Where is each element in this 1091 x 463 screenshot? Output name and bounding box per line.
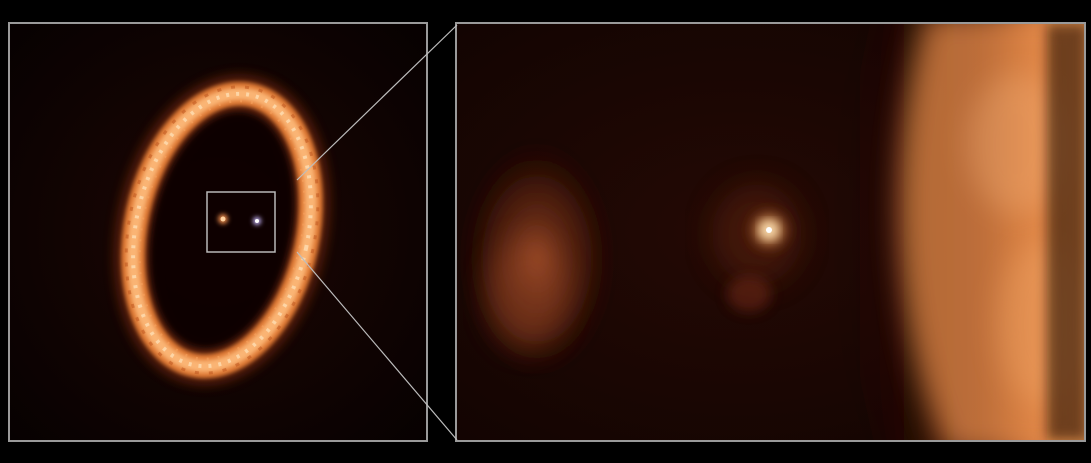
ring-disk-figure — [10, 24, 426, 440]
zoomed-disk-figure — [457, 24, 1084, 440]
zoom-region-box — [206, 191, 276, 253]
overview-panel — [8, 22, 428, 442]
ring-section — [839, 24, 1084, 440]
compact-source — [712, 184, 802, 312]
zoom-panel — [455, 22, 1086, 442]
